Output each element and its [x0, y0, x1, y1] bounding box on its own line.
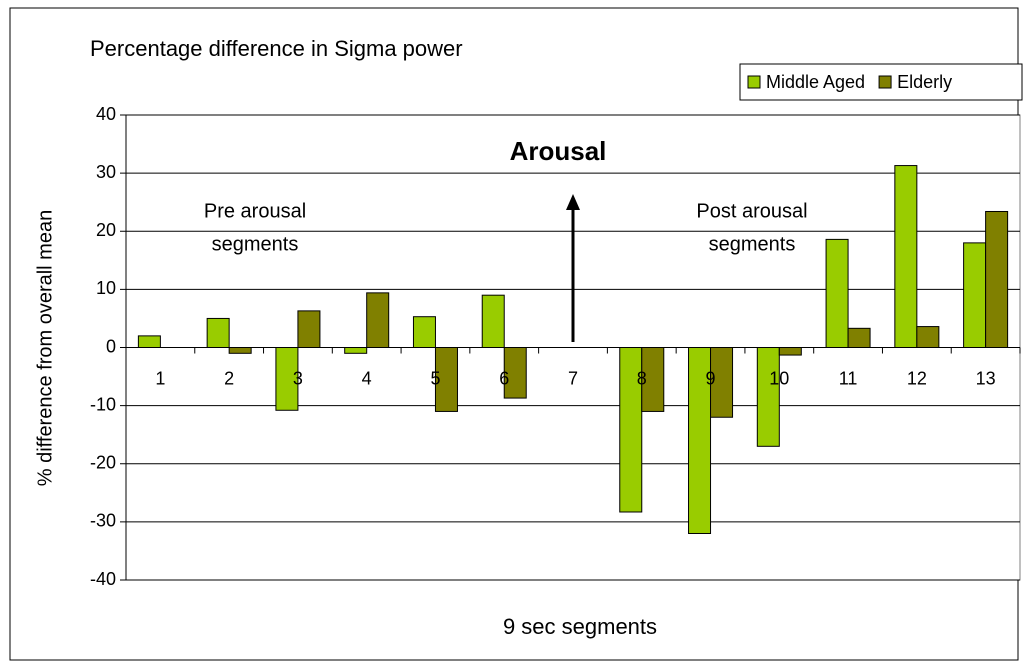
y-tick-label: 10	[96, 278, 116, 298]
bar	[297, 310, 321, 349]
x-tick-label: 4	[362, 368, 372, 388]
x-axis-title: 9 sec segments	[503, 614, 657, 639]
bar	[963, 242, 987, 348]
bar	[206, 317, 230, 348]
y-tick-label: -20	[90, 453, 116, 473]
bar	[228, 347, 252, 354]
annotation: Arousal	[510, 136, 607, 166]
chart-title: Percentage difference in Sigma power	[90, 36, 463, 61]
x-tick-label: 7	[568, 368, 578, 388]
y-tick-label: 20	[96, 220, 116, 240]
annotation: segments	[709, 233, 796, 255]
y-tick-label: -40	[90, 569, 116, 589]
bar	[825, 238, 849, 348]
x-tick-label: 10	[769, 368, 789, 388]
y-tick-label: -10	[90, 394, 116, 414]
x-tick-label: 8	[637, 368, 647, 388]
x-tick-label: 2	[224, 368, 234, 388]
bar	[481, 294, 505, 348]
x-tick-label: 1	[155, 368, 165, 388]
legend-label: Elderly	[897, 72, 952, 92]
x-tick-label: 9	[706, 368, 716, 388]
bar	[344, 347, 368, 354]
bar	[756, 347, 780, 447]
x-tick-label: 12	[907, 368, 927, 388]
legend-label: Middle Aged	[766, 72, 865, 92]
legend-swatch	[878, 75, 892, 89]
legend: Middle Aged Elderly	[739, 63, 1023, 101]
annotation: Pre arousal	[204, 200, 306, 222]
bar	[985, 210, 1009, 348]
x-tick-label: 3	[293, 368, 303, 388]
annotation: segments	[212, 233, 299, 255]
annotation: Post arousal	[696, 200, 807, 222]
y-tick-label: 30	[96, 162, 116, 182]
bar	[916, 326, 940, 349]
arrow-head	[566, 194, 580, 210]
legend-swatch	[747, 75, 761, 89]
y-tick-label: -30	[90, 511, 116, 531]
bar	[847, 327, 871, 349]
bar	[778, 347, 802, 356]
bar	[412, 316, 436, 349]
x-tick-label: 5	[430, 368, 440, 388]
x-tick-label: 11	[839, 368, 858, 388]
bar	[366, 292, 390, 348]
bar	[894, 165, 918, 348]
x-tick-label: 6	[499, 368, 509, 388]
x-tick-label: 13	[976, 368, 996, 388]
y-tick-label: 0	[106, 336, 116, 356]
y-tick-label: 40	[96, 104, 116, 124]
bar	[137, 335, 161, 348]
y-axis-title: % difference from overall mean	[34, 210, 56, 486]
